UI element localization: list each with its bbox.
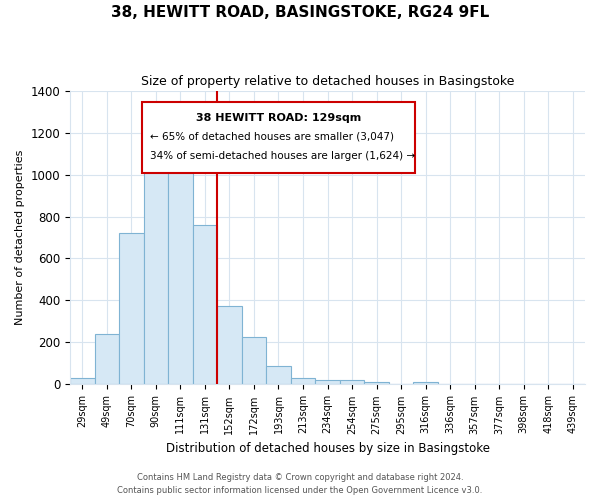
Title: Size of property relative to detached houses in Basingstoke: Size of property relative to detached ho… [141, 75, 514, 88]
Y-axis label: Number of detached properties: Number of detached properties [15, 150, 25, 325]
Bar [266, 366, 291, 384]
Bar [291, 378, 315, 384]
FancyBboxPatch shape [142, 102, 415, 173]
Text: Contains HM Land Registry data © Crown copyright and database right 2024.
Contai: Contains HM Land Registry data © Crown c… [118, 474, 482, 495]
Bar [70, 378, 95, 384]
Bar [143, 154, 168, 384]
Bar [95, 334, 119, 384]
Bar [217, 306, 242, 384]
Bar [364, 382, 389, 384]
Bar [340, 380, 364, 384]
Bar [315, 380, 340, 384]
Text: 38, HEWITT ROAD, BASINGSTOKE, RG24 9FL: 38, HEWITT ROAD, BASINGSTOKE, RG24 9FL [111, 5, 489, 20]
Bar [242, 336, 266, 384]
Text: 34% of semi-detached houses are larger (1,624) →: 34% of semi-detached houses are larger (… [150, 151, 415, 161]
Bar [193, 225, 217, 384]
Text: ← 65% of detached houses are smaller (3,047): ← 65% of detached houses are smaller (3,… [150, 132, 394, 141]
Bar [413, 382, 438, 384]
Bar [119, 234, 143, 384]
X-axis label: Distribution of detached houses by size in Basingstoke: Distribution of detached houses by size … [166, 442, 490, 455]
Bar [168, 150, 193, 384]
Text: 38 HEWITT ROAD: 129sqm: 38 HEWITT ROAD: 129sqm [196, 112, 361, 122]
